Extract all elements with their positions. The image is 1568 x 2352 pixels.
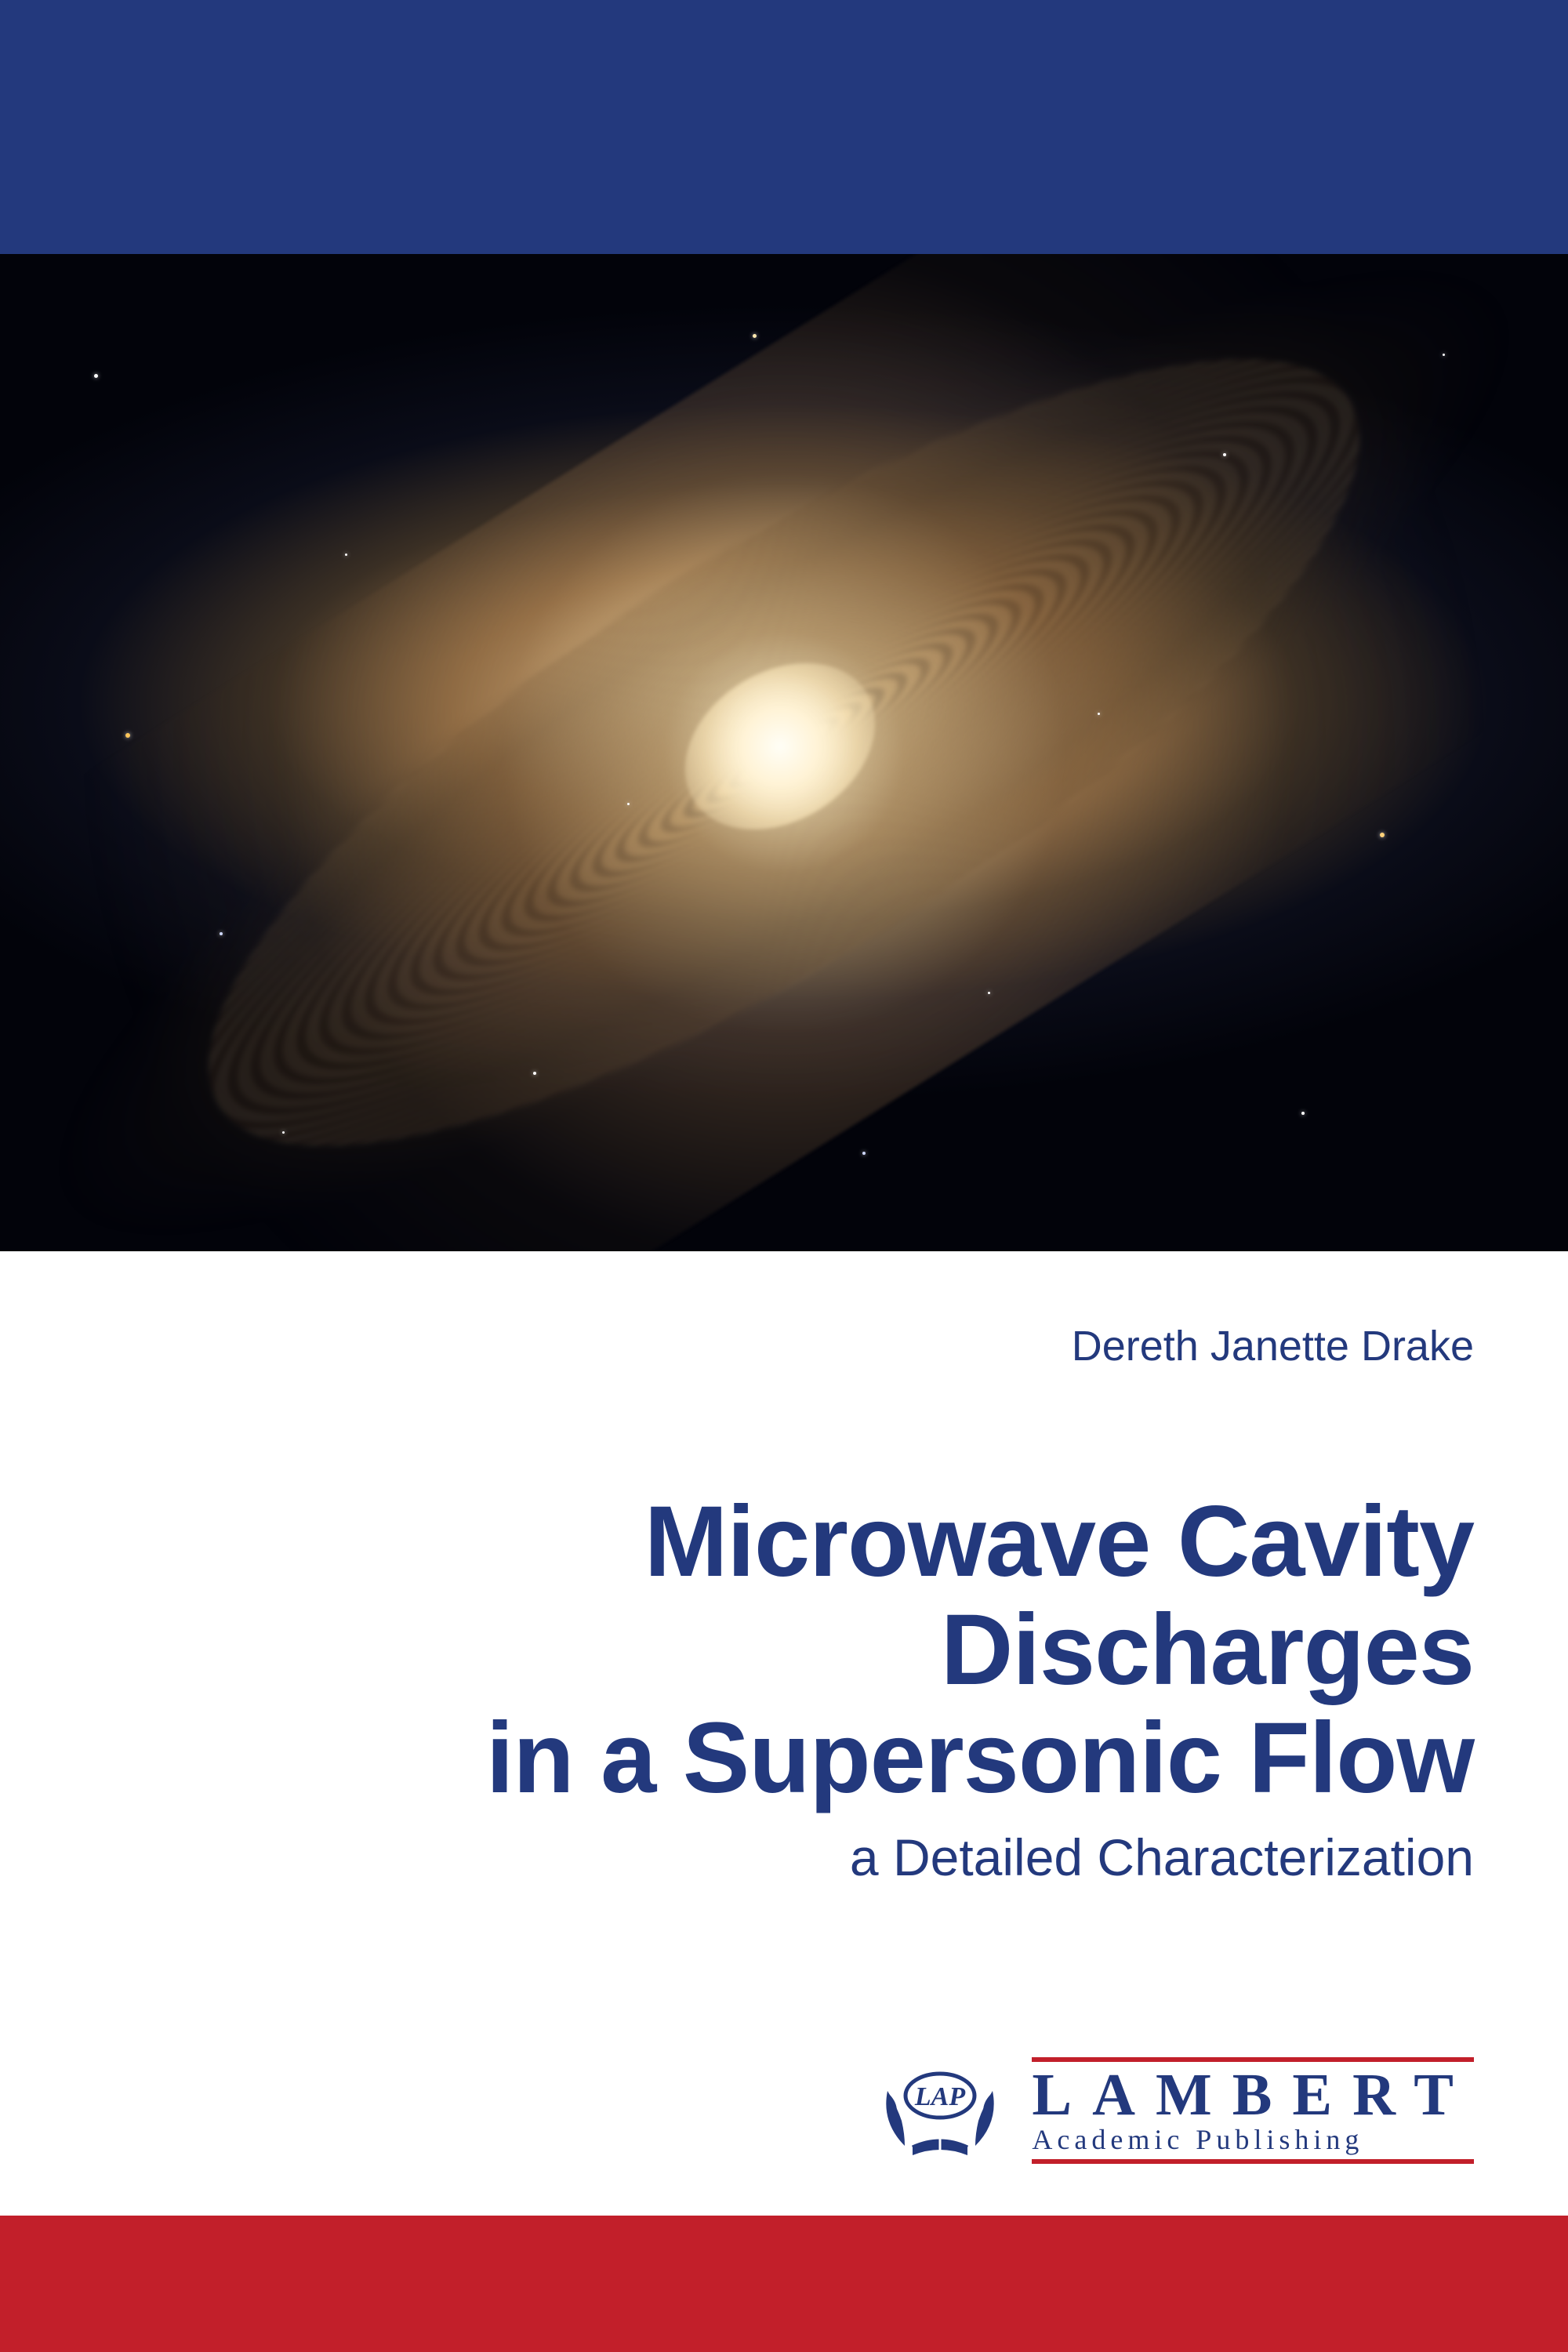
publisher-subtitle: Academic Publishing [1032,2125,1474,2156]
author-name: Dereth Janette Drake [1072,1322,1474,1370]
publisher-name: LAMBERT [1032,2065,1474,2125]
publisher-logo-icon: LAP [873,2060,1007,2161]
star-icon [1301,1112,1305,1115]
galaxy-illustration [0,254,1568,1251]
star-icon [94,374,98,378]
book-title: Microwave Cavity Discharges in a Superso… [94,1488,1474,1813]
top-bar [0,0,1568,254]
star-icon [1380,833,1385,837]
book-subtitle: a Detailed Characterization [850,1828,1474,1887]
book-cover: Dereth Janette Drake Microwave Cavity Di… [0,0,1568,2352]
publisher-block: LAP LAMBERT Academic Publishing [873,2057,1474,2164]
bottom-bar [0,2216,1568,2352]
publisher-mark-label: LAP [914,2082,965,2111]
hero-image [0,254,1568,1251]
title-line-1: Microwave Cavity Discharges [94,1488,1474,1704]
title-line-2: in a Supersonic Flow [94,1704,1474,1813]
star-icon [345,554,347,556]
publisher-text: LAMBERT Academic Publishing [1032,2057,1474,2164]
star-icon [220,932,223,935]
star-icon [533,1072,536,1075]
star-icon [862,1152,866,1155]
star-icon [753,334,757,338]
star-icon [125,733,130,738]
star-icon [627,803,630,805]
